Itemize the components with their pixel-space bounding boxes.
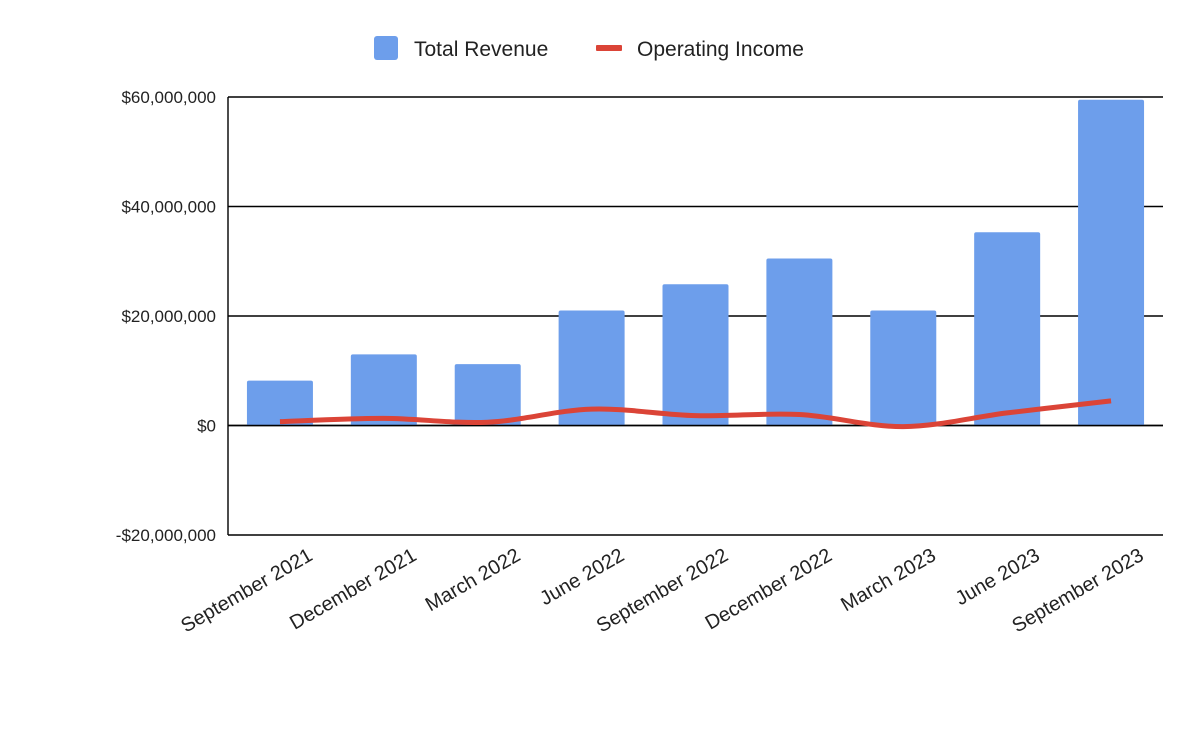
legend-label-operating-income: Operating Income (637, 38, 804, 61)
revenue-bars (228, 100, 1163, 426)
y-tick-label: $0 (197, 417, 216, 436)
chart-legend: Total Revenue Operating Income (374, 36, 804, 61)
revenue-bar (870, 311, 936, 426)
legend-swatch-operating-income (596, 45, 622, 51)
y-tick-label: $40,000,000 (121, 198, 216, 217)
legend-swatch-total-revenue (374, 36, 398, 60)
y-axis: -$20,000,000 $0 $20,000,000 $40,000,000 $60,… (116, 88, 228, 545)
revenue-bar (663, 284, 729, 425)
x-category-label: March 2023 (837, 544, 939, 616)
revenue-bar (455, 364, 521, 425)
x-category-label: June 2022 (536, 544, 628, 610)
x-category-label: June 2023 (952, 544, 1044, 610)
revenue-bar (351, 354, 417, 425)
revenue-bar (766, 259, 832, 426)
y-tick-label: $60,000,000 (121, 88, 216, 107)
legend-label-total-revenue: Total Revenue (414, 38, 548, 61)
revenue-bar (1078, 100, 1144, 426)
y-tick-label: -$20,000,000 (116, 526, 216, 545)
x-category-label: March 2022 (422, 544, 524, 616)
revenue-bar (974, 232, 1040, 425)
y-tick-label: $20,000,000 (121, 307, 216, 326)
